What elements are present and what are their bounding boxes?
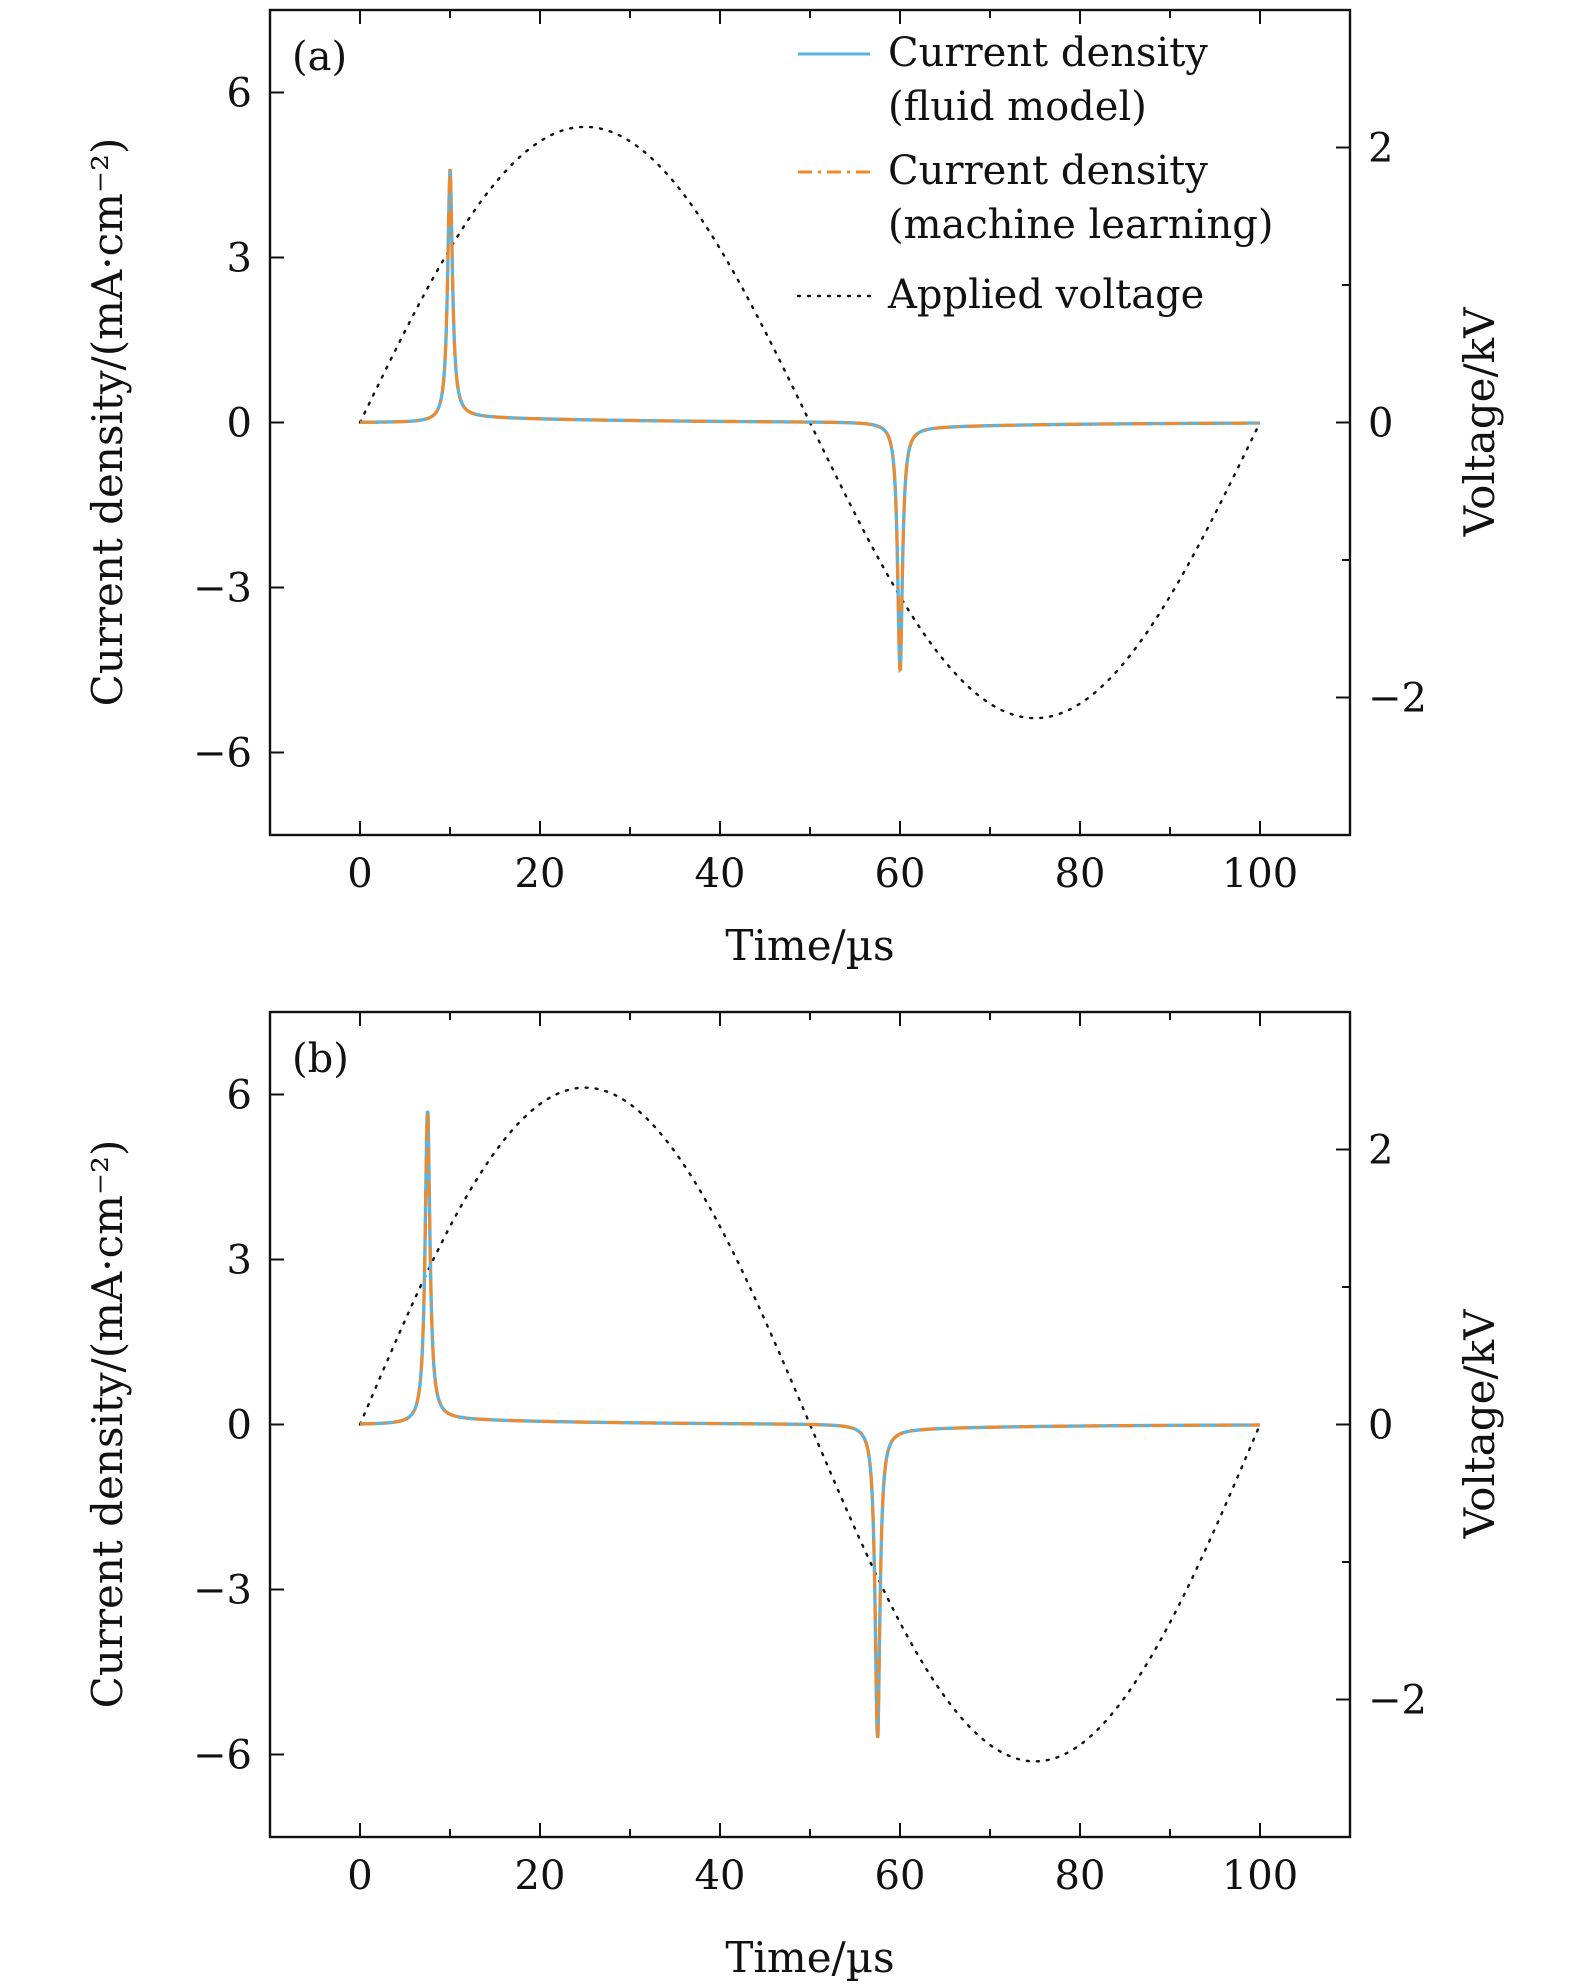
y-tick-label: 3 [227, 1238, 252, 1284]
series-group-a [358, 125, 1262, 720]
x-tick-label: 40 [695, 1853, 746, 1899]
y2-axis-title-b: Voltage/kV [1455, 1309, 1504, 1539]
legend-label-voltage: Applied voltage [887, 272, 1204, 318]
y2-tick-label: 2 [1368, 1128, 1393, 1174]
series-applied-voltage [358, 1086, 1262, 1763]
x-tick-label: 0 [347, 851, 372, 897]
y-tick-label: −6 [193, 1733, 252, 1779]
x-tick-label: 60 [875, 1853, 926, 1899]
x-tick-label: 80 [1055, 1853, 1106, 1899]
y2-tick-label: −2 [1368, 1678, 1427, 1724]
series-current-machine-learning [359, 1110, 1260, 1738]
legend-label-fluid-line1: Current density [888, 30, 1208, 76]
y-tick-label: −6 [193, 731, 252, 777]
series-current-machine-learning [360, 168, 1260, 673]
legend-label-ml-line2: (machine learning) [888, 202, 1273, 248]
y-tick-label: 3 [227, 236, 252, 282]
legend: Current density (fluid model) Current de… [796, 30, 1273, 318]
y2-tick-label: 2 [1368, 126, 1393, 172]
y2-tick-label: 0 [1368, 1403, 1393, 1449]
legend-label-fluid-line2: (fluid model) [888, 84, 1147, 130]
x-tick-label: 60 [875, 851, 926, 897]
y-axis-title-a: Current density/(mA·cm⁻²) [83, 138, 132, 707]
x-tick-label: 20 [515, 851, 566, 897]
y-tick-label: 0 [227, 1403, 252, 1449]
panel-label-b: (b) [292, 1036, 349, 1082]
y2-axis-title-a: Voltage/kV [1455, 307, 1504, 537]
y2-tick-label: 0 [1368, 401, 1393, 447]
y2-tick-label: −2 [1368, 676, 1427, 722]
y-tick-label: −3 [193, 566, 252, 612]
y-tick-label: 0 [227, 401, 252, 447]
x-tick-label: 40 [695, 851, 746, 897]
legend-label-ml-line1: Current density [888, 148, 1208, 194]
y-tick-label: −3 [193, 1568, 252, 1614]
y-tick-label: 6 [227, 1073, 252, 1119]
y-tick-label: 6 [227, 71, 252, 117]
series-group-b [358, 1086, 1262, 1763]
x-tick-label: 80 [1055, 851, 1106, 897]
x-tick-label: 0 [347, 1853, 372, 1899]
x-axis-title-b: Time/µs [725, 1933, 894, 1982]
y-axis-title-b: Current density/(mA·cm⁻²) [83, 1140, 132, 1709]
x-axis-title-a: Time/µs [725, 921, 894, 970]
x-tick-label: 100 [1222, 851, 1298, 897]
x-tick-label: 100 [1222, 1853, 1298, 1899]
panel-label-a: (a) [292, 34, 347, 80]
x-tick-label: 20 [515, 1853, 566, 1899]
